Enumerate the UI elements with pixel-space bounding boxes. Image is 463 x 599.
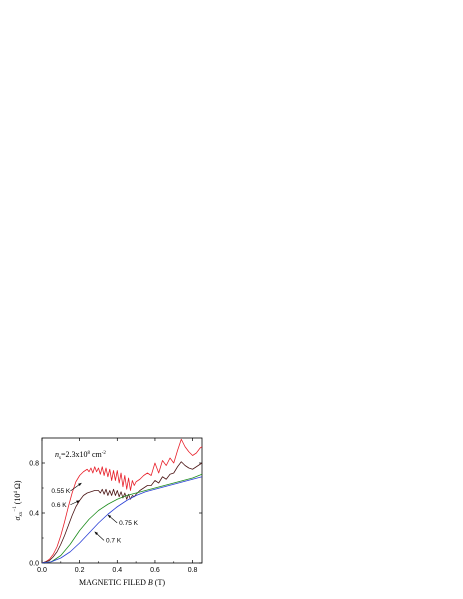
y-tick-label: 0.8 [29, 461, 39, 468]
x-label-suffix: (T) [153, 578, 166, 587]
series-line [41, 438, 203, 564]
density-var: n [55, 450, 59, 459]
x-tick-label: 0.0 [37, 567, 47, 574]
y-label-var: σ [13, 516, 22, 521]
series-label: 0.75 K [119, 520, 138, 527]
density-text: =2.3x10 [61, 450, 88, 459]
arrowhead [78, 483, 82, 487]
x-tick-label: 0.4 [112, 567, 122, 574]
series-line [41, 461, 203, 564]
density-exp: 8 [87, 451, 90, 456]
y-label-sup: −1 [13, 506, 18, 512]
density-sub: s [59, 456, 61, 461]
y-label-exp: 4 [14, 491, 19, 494]
density-unit: cm [90, 450, 103, 459]
series-label: 0.55 K [51, 488, 70, 495]
series-line [41, 473, 203, 564]
series-label: 0.6 K [51, 502, 67, 509]
density-label: ns=2.3x108 cm-2 [55, 450, 106, 461]
arrowhead [94, 531, 99, 535]
x-tick-label: 0.2 [75, 567, 85, 574]
density-unit-exp: -2 [102, 451, 107, 456]
plot-area [41, 437, 203, 564]
y-label-sub: xx [19, 511, 24, 517]
arrowhead [76, 500, 80, 504]
series-layer [41, 438, 203, 564]
annotations: 0.55 K 0.6 K 0.75 K 0.7 K [51, 482, 139, 544]
x-tick-label: 0.6 [150, 567, 160, 574]
y-tick-label: 0.4 [29, 511, 39, 518]
x-axis-label: MAGNETIC FILED B (T) [79, 578, 165, 587]
series-label: 0.7 K [106, 537, 122, 544]
y-tick-label: 0.0 [29, 561, 39, 568]
arrowhead [107, 514, 112, 519]
x-label-var: B [148, 578, 153, 587]
y-label-suffix: (10 [13, 494, 22, 507]
x-label-prefix: MAGNETIC FILED [79, 578, 148, 587]
plot-frame [41, 437, 203, 564]
x-tick-label: 0.8 [188, 567, 198, 574]
y-axis-label: σxx−1 (104 Ω) [13, 480, 24, 520]
y-label-unit: Ω) [13, 480, 22, 491]
series-line [41, 476, 203, 564]
